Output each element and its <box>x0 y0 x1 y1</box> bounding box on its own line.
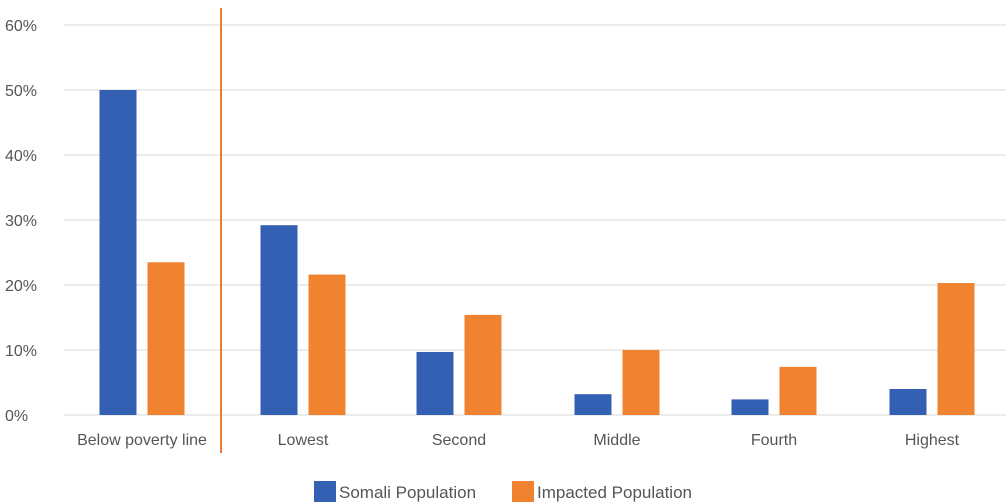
legend-swatch-somali <box>314 481 336 502</box>
bar-impacted <box>937 283 975 415</box>
bar-somali <box>889 389 927 415</box>
bar-impacted <box>622 350 660 415</box>
bar-somali <box>731 399 769 415</box>
x-category-label: Middle <box>593 432 640 449</box>
y-axis-ticks: 0% 10% 20% 30% 40% 50% 60% <box>5 18 37 425</box>
legend-label-somali: Somali Population <box>339 483 476 502</box>
x-category-label: Highest <box>905 432 960 449</box>
y-tick-label: 30% <box>5 213 37 230</box>
legend: Somali Population Impacted Population <box>314 481 692 502</box>
y-tick-label: 60% <box>5 18 37 35</box>
bars <box>99 8 975 453</box>
x-category-label: Fourth <box>751 432 797 449</box>
y-tick-label: 40% <box>5 148 37 165</box>
x-category-label: Lowest <box>278 432 329 449</box>
x-axis-categories: Below poverty line Lowest Second Middle Four… <box>77 432 960 449</box>
x-category-label: Second <box>432 432 486 449</box>
bar-somali <box>574 394 612 415</box>
bar-impacted <box>308 274 346 415</box>
y-tick-label: 50% <box>5 83 37 100</box>
y-tick-label: 10% <box>5 343 37 360</box>
bar-somali <box>260 225 298 415</box>
legend-swatch-impacted <box>512 481 534 502</box>
gridlines <box>64 24 1006 416</box>
bar-somali <box>99 90 137 415</box>
y-tick-label: 0% <box>5 408 28 425</box>
x-category-label: Below poverty line <box>77 432 207 449</box>
bar-impacted <box>464 314 502 415</box>
bar-impacted <box>147 262 185 415</box>
y-tick-label: 20% <box>5 278 37 295</box>
bar-somali <box>416 351 454 415</box>
legend-label-impacted: Impacted Population <box>537 483 692 502</box>
bar-impacted <box>779 366 817 415</box>
